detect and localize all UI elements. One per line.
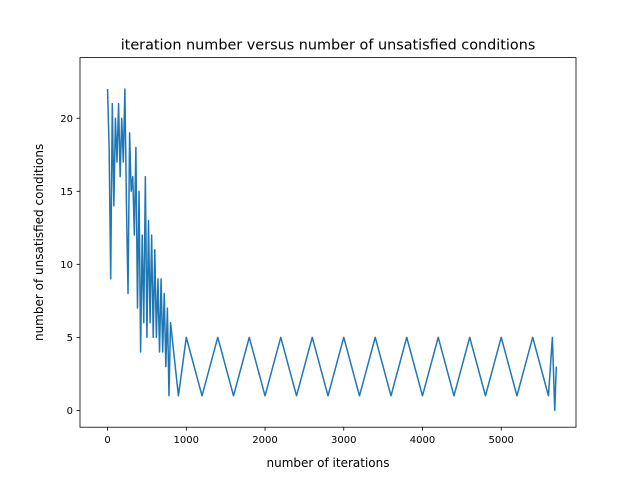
y-tick-label: 0 [67,406,73,417]
x-tick-label: 2000 [252,435,277,446]
x-tick-label: 1000 [174,435,199,446]
x-tick-label: 4000 [410,435,435,446]
y-tick-label: 15 [60,187,73,198]
x-tick-label: 5000 [488,435,513,446]
y-tick-label: 5 [67,333,73,344]
axes-frame [79,57,577,428]
y-axis-label: number of unsatisfied conditions [32,144,46,341]
x-tick-label: 0 [104,435,110,446]
plot-area [106,88,558,412]
series-line-0 [106,88,558,412]
y-tick-label: 10 [60,260,73,271]
chart-title: iteration number versus number of unsati… [121,38,536,54]
x-axis-label: number of iterations [267,456,390,470]
y-tick-label: 20 [60,114,73,125]
axis-ticks: 0 1000 2000 3000 4000 5000 0 5 10 15 20 [60,114,514,446]
x-tick-label: 3000 [331,435,356,446]
